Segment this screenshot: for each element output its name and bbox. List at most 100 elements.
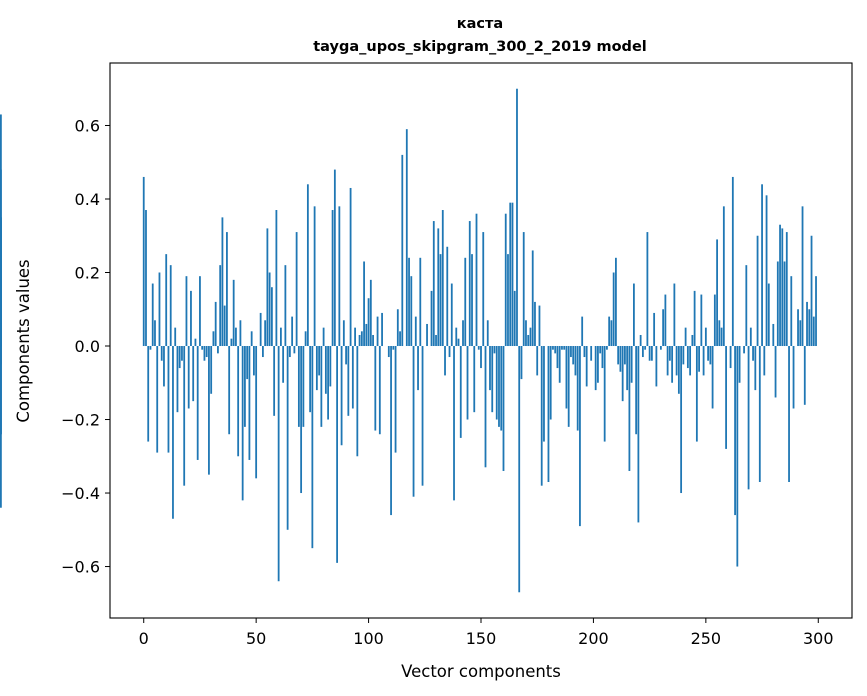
bar: [457, 338, 460, 347]
bar: [369, 279, 372, 347]
bar: [686, 346, 689, 369]
x-axis-ticks: 0 50 100 150 200 250 300: [139, 618, 834, 648]
bar: [695, 346, 698, 442]
bar: [603, 346, 606, 442]
bar: [673, 283, 676, 347]
bar: [540, 346, 543, 486]
bar: [810, 235, 813, 347]
bar: [610, 320, 613, 347]
bar: [358, 334, 361, 347]
bar: [297, 346, 300, 427]
bar: [156, 346, 159, 453]
bar: [145, 210, 147, 347]
bar: [160, 346, 163, 361]
bar: [765, 195, 768, 347]
bar: [664, 294, 667, 347]
bar: [401, 154, 404, 347]
bar: [522, 232, 525, 347]
bar: [801, 206, 804, 347]
bar: [500, 346, 503, 431]
bar: [662, 309, 665, 347]
bar: [594, 346, 597, 391]
bar: [617, 346, 620, 365]
bar: [183, 346, 186, 486]
bar: [437, 228, 440, 347]
bar: [576, 346, 579, 431]
x-tick-label: 0: [139, 629, 149, 648]
y-tick-label: −0.6: [61, 558, 100, 577]
bar: [253, 346, 255, 376]
bar: [689, 346, 692, 376]
bar: [495, 346, 498, 420]
bar: [806, 301, 808, 347]
bar: [615, 257, 617, 347]
bar: [230, 338, 233, 347]
bar: [345, 346, 347, 365]
bar: [248, 346, 251, 460]
bar: [513, 290, 516, 347]
y-tick-label: 0.2: [75, 264, 100, 283]
bar: [399, 331, 401, 347]
bar: [749, 327, 752, 347]
bar: [268, 272, 271, 347]
bar: [682, 346, 685, 365]
bar: [142, 176, 145, 347]
bar: [246, 346, 249, 380]
bar: [536, 346, 539, 376]
bar: [414, 316, 417, 347]
bar: [745, 265, 748, 347]
bar: [803, 346, 806, 405]
bar: [313, 206, 316, 347]
bar: [473, 346, 476, 413]
bar: [684, 327, 687, 347]
bar: [624, 346, 626, 365]
bar: [556, 346, 559, 369]
bar: [221, 217, 224, 347]
bar: [626, 346, 629, 391]
bar: [498, 346, 500, 427]
bar: [583, 346, 586, 358]
bar: [720, 327, 723, 347]
bar: [677, 346, 680, 394]
bar: [693, 290, 696, 347]
bar: [342, 320, 345, 347]
x-tick-label: 250: [691, 629, 722, 648]
bar: [471, 254, 473, 347]
bar: [365, 323, 368, 347]
bar: [776, 261, 779, 347]
bar: [356, 346, 359, 457]
bar: [475, 213, 478, 347]
bar: [747, 346, 750, 490]
bar: [376, 316, 379, 347]
bar: [192, 346, 195, 402]
chart-title: каста: [457, 16, 503, 32]
bar: [666, 346, 669, 376]
bar: [516, 88, 518, 347]
bar: [419, 257, 422, 347]
bar: [767, 283, 770, 347]
bar: [349, 187, 352, 347]
bar: [630, 346, 633, 383]
bar: [489, 346, 491, 391]
bar: [158, 272, 161, 347]
bar: [309, 346, 312, 413]
bar: [367, 298, 370, 347]
bar: [444, 346, 446, 376]
bar: [763, 346, 766, 376]
bar: [702, 346, 705, 376]
bar: [273, 346, 276, 416]
bar: [255, 346, 258, 479]
bar: [318, 346, 321, 376]
bar: [752, 346, 754, 361]
bar: [417, 346, 419, 391]
bar: [288, 346, 291, 358]
x-tick-label: 150: [466, 629, 497, 648]
bar: [320, 346, 323, 427]
bar: [396, 309, 399, 347]
bar: [430, 290, 433, 347]
bar: [163, 346, 165, 387]
bar: [758, 346, 761, 482]
y-tick-label: 0.6: [75, 116, 100, 135]
bar: [201, 346, 204, 350]
bar: [572, 346, 575, 365]
